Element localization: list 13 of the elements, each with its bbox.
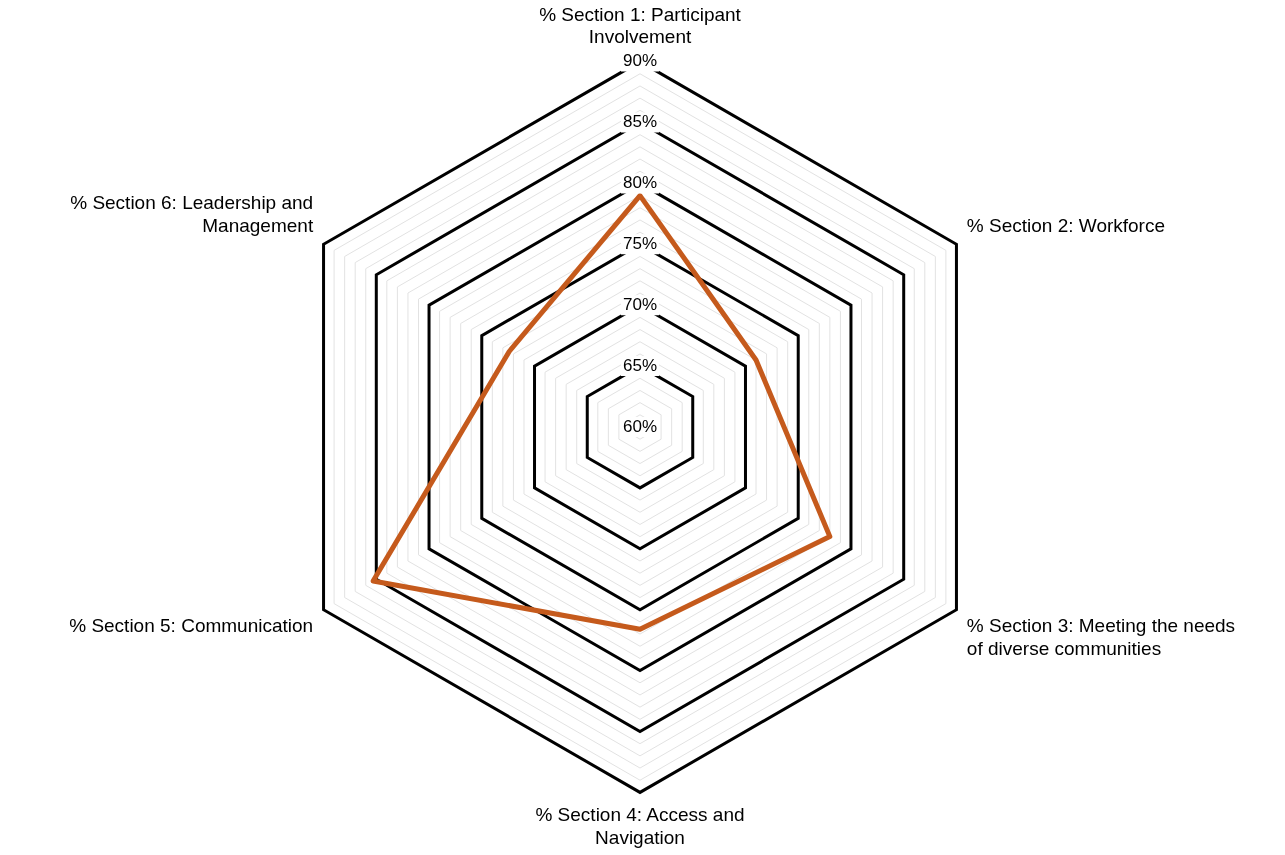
y-tick-label: 60% xyxy=(622,416,658,436)
spoke-label: % Section 2: Workforce xyxy=(966,215,1166,237)
y-tick-label: 65% xyxy=(622,355,658,375)
spoke-label: % Section 1: Participant Involvement xyxy=(539,3,742,48)
y-tick-label: 85% xyxy=(622,112,658,132)
spoke-label: % Section 5: Communication xyxy=(69,615,314,637)
spoke-label: % Section 3: Meeting the needs of diverse communities xyxy=(966,615,1236,660)
y-tick-label: 75% xyxy=(622,233,658,253)
y-tick-label: 70% xyxy=(622,294,658,314)
y-tick-label: 90% xyxy=(622,51,658,71)
spoke-label: % Section 6: Leadership and Management xyxy=(70,192,314,237)
spoke-label: % Section 4: Access and Navigation xyxy=(535,804,745,848)
y-tick-label: 80% xyxy=(622,173,658,193)
